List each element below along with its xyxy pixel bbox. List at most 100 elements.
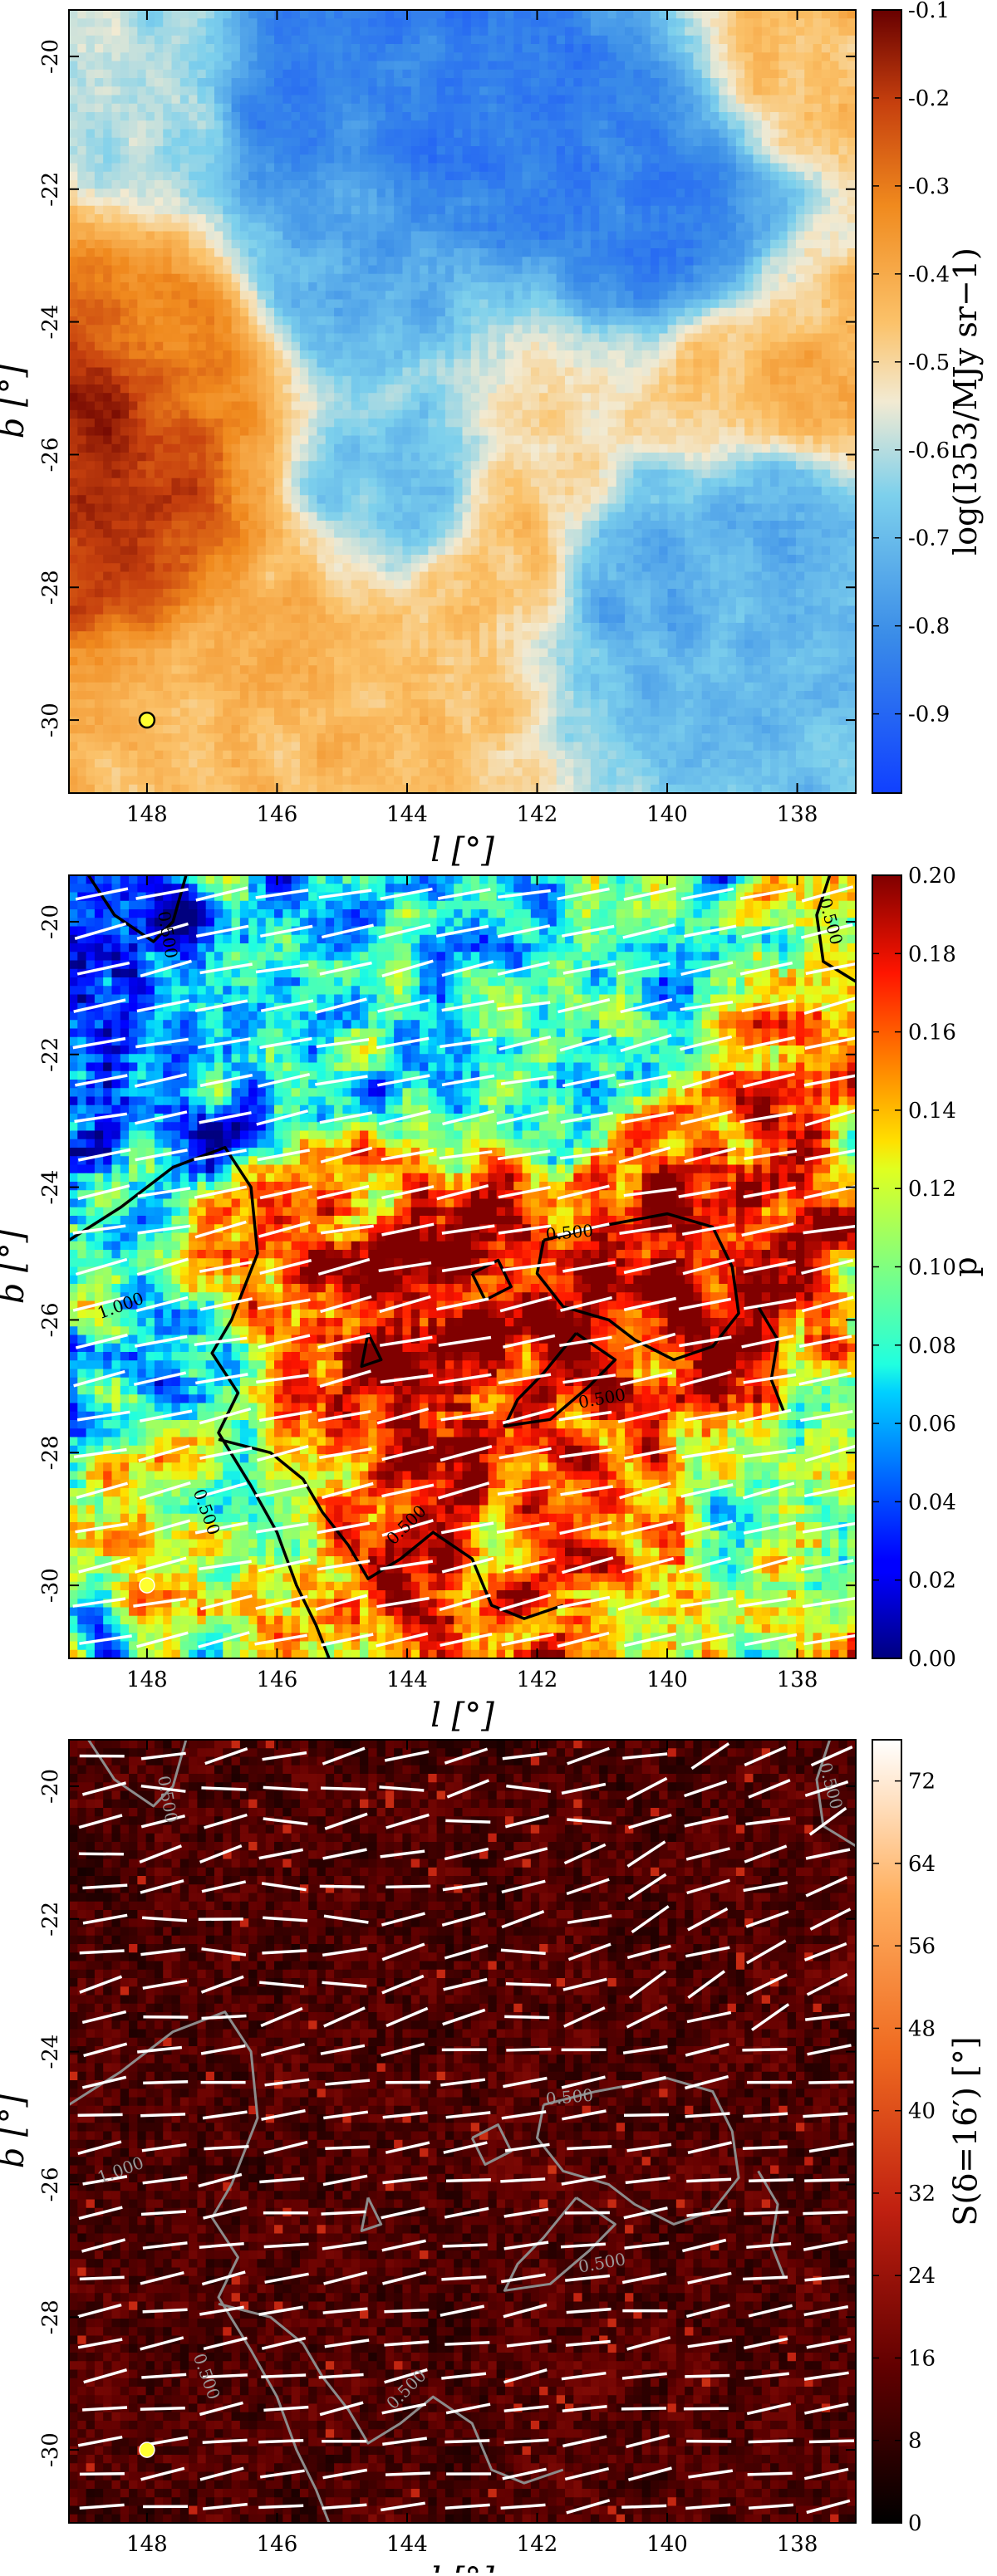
map-pixel [633,27,642,37]
map-pixel [454,461,463,470]
map-pixel [292,376,301,385]
map-pixel [830,300,839,309]
map-pixel [479,334,489,343]
map-pixel [762,104,771,113]
map-pixel [488,180,497,189]
map-pixel [702,27,711,37]
map-pixel [728,36,737,45]
map-pixel [248,470,258,479]
map-pixel [788,257,797,266]
map-pixel [633,180,642,189]
map-pixel [557,419,566,428]
map-pixel [172,444,181,453]
map-pixel [676,154,685,164]
map-pixel [651,393,660,402]
map-pixel [616,146,626,155]
map-pixel [531,308,540,317]
map-pixel [454,223,463,232]
map-pixel [710,172,720,181]
map-pixel [292,44,301,53]
map-pixel [582,120,592,130]
map-pixel [497,402,506,411]
map-pixel [69,342,78,351]
map-pixel [342,112,351,121]
map-pixel [282,325,292,334]
map-pixel [129,198,138,207]
map-pixel [471,334,480,343]
map-pixel [625,223,634,232]
map-pixel [342,461,351,470]
map-pixel [548,180,557,189]
map-pixel [463,325,472,334]
map-pixel [300,138,309,147]
map-pixel [513,44,523,53]
map-pixel [146,52,155,61]
map-pixel [753,368,762,377]
map-pixel [214,52,223,61]
map-pixel [728,384,737,394]
map-pixel [702,266,711,275]
map-pixel [788,453,797,462]
map-pixel [180,172,189,181]
map-pixel [351,27,361,37]
map-pixel [710,146,720,155]
map-pixel [762,18,771,27]
map-pixel [420,130,429,139]
map-pixel [744,78,754,87]
map-pixel [762,444,771,453]
map-pixel [830,95,839,105]
map-pixel [471,436,480,445]
map-pixel [334,444,343,453]
map-pixel [155,282,164,291]
map-pixel [420,444,429,453]
map-pixel [377,112,386,121]
map-pixel [531,18,540,27]
map-pixel [616,308,626,317]
map-pixel [240,112,249,121]
map-pixel [710,248,720,257]
map-pixel [497,112,506,121]
map-pixel [582,376,592,385]
map-pixel [710,18,720,27]
map-pixel [266,257,275,266]
map-pixel [163,291,172,300]
map-pixel [368,266,377,275]
map-pixel [368,223,377,232]
map-pixel [770,300,779,309]
map-pixel [642,427,651,436]
map-pixel [206,316,215,326]
map-pixel [163,138,172,147]
map-pixel [463,86,472,95]
map-pixel [317,436,327,445]
map-pixel [497,376,506,385]
map-pixel [214,325,223,334]
map-pixel [523,130,532,139]
map-pixel [523,61,532,71]
map-pixel [266,470,275,479]
map-pixel [445,342,454,351]
map-pixel [642,402,651,411]
map-pixel [693,61,702,71]
map-pixel [189,70,198,79]
map-pixel [282,232,292,241]
map-pixel [180,214,189,223]
map-pixel [266,308,275,317]
map-pixel [146,350,155,360]
map-pixel [163,300,172,309]
map-pixel [368,44,377,53]
map-pixel [642,52,651,61]
map-pixel [326,282,335,291]
map-pixel [796,138,805,147]
map-pixel [659,86,668,95]
map-pixel [292,61,301,71]
map-pixel [300,130,309,139]
map-pixel [505,172,514,181]
map-pixel [710,70,720,79]
map-pixel [402,291,411,300]
map-pixel [497,27,506,37]
map-pixel [788,308,797,317]
map-pixel [137,453,146,462]
map-pixel [445,223,454,232]
map-pixel [77,291,86,300]
map-pixel [710,368,720,377]
